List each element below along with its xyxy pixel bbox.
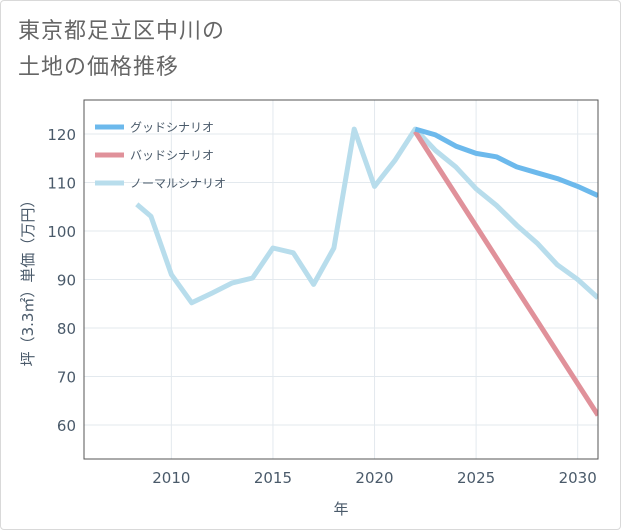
series-layer xyxy=(135,126,598,417)
y-tick-label: 120 xyxy=(47,126,76,144)
y-tick-label: 100 xyxy=(47,223,76,241)
series-line-normal xyxy=(135,126,598,306)
chart-title-line-2: 土地の価格推移 xyxy=(18,55,180,80)
y-axis-title: 坪（3.3㎡）単価（万円） xyxy=(19,193,37,367)
x-tick-label: 2015 xyxy=(254,469,292,487)
y-tick-label: 80 xyxy=(57,320,76,338)
series-line-bad xyxy=(413,130,598,417)
legend-label-good: グッドシナリオ xyxy=(130,121,214,135)
x-axis-title: 年 xyxy=(333,500,348,518)
tick-labels: 60 70 80 90 100 110 120 2010 2015 2020 2025 2030 xyxy=(47,126,596,487)
axes xyxy=(83,99,599,460)
series-line-good xyxy=(414,126,598,198)
legend-label-bad: バッドシナリオ xyxy=(130,149,214,163)
plot-border xyxy=(83,99,599,460)
y-tick-label: 60 xyxy=(57,417,76,435)
y-tick-label: 110 xyxy=(47,174,76,192)
y-tick-label: 90 xyxy=(57,272,76,290)
legend-label-normal: ノーマルシナリオ xyxy=(130,177,226,191)
x-tick-label: 2030 xyxy=(559,469,597,487)
chart-title: 東京都足立区中川の 土地の価格推移 xyxy=(18,14,225,86)
y-tick-label: 70 xyxy=(57,369,76,387)
x-tick-label: 2020 xyxy=(355,469,393,487)
x-tick-label: 2010 xyxy=(152,469,190,487)
chart-title-line-1: 東京都足立区中川の xyxy=(18,19,226,44)
x-tick-label: 2025 xyxy=(457,469,495,487)
